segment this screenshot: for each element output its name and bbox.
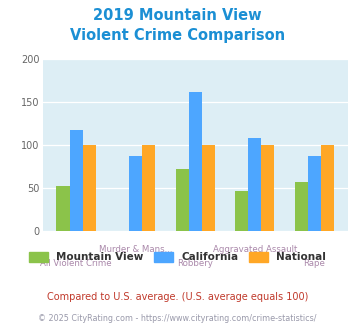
Bar — [142, 145, 155, 231]
Bar — [129, 156, 142, 231]
Bar — [202, 145, 215, 231]
Text: Aggravated Assault: Aggravated Assault — [213, 245, 297, 254]
Text: Rape: Rape — [304, 259, 325, 268]
Text: © 2025 CityRating.com - https://www.cityrating.com/crime-statistics/: © 2025 CityRating.com - https://www.city… — [38, 314, 317, 323]
Text: All Violent Crime: All Violent Crime — [40, 259, 112, 268]
Bar — [321, 145, 334, 231]
Bar — [70, 130, 83, 231]
Bar — [56, 185, 70, 231]
Bar — [248, 138, 261, 231]
Text: Murder & Mans...: Murder & Mans... — [99, 245, 173, 254]
Text: Compared to U.S. average. (U.S. average equals 100): Compared to U.S. average. (U.S. average … — [47, 292, 308, 302]
Bar — [235, 191, 248, 231]
Text: Violent Crime Comparison: Violent Crime Comparison — [70, 28, 285, 43]
Text: Robbery: Robbery — [177, 259, 213, 268]
Bar — [176, 169, 189, 231]
Bar — [189, 92, 202, 231]
Legend: Mountain View, California, National: Mountain View, California, National — [25, 248, 330, 267]
Text: 2019 Mountain View: 2019 Mountain View — [93, 8, 262, 23]
Bar — [261, 145, 274, 231]
Bar — [308, 156, 321, 231]
Bar — [83, 145, 96, 231]
Bar — [295, 182, 308, 231]
